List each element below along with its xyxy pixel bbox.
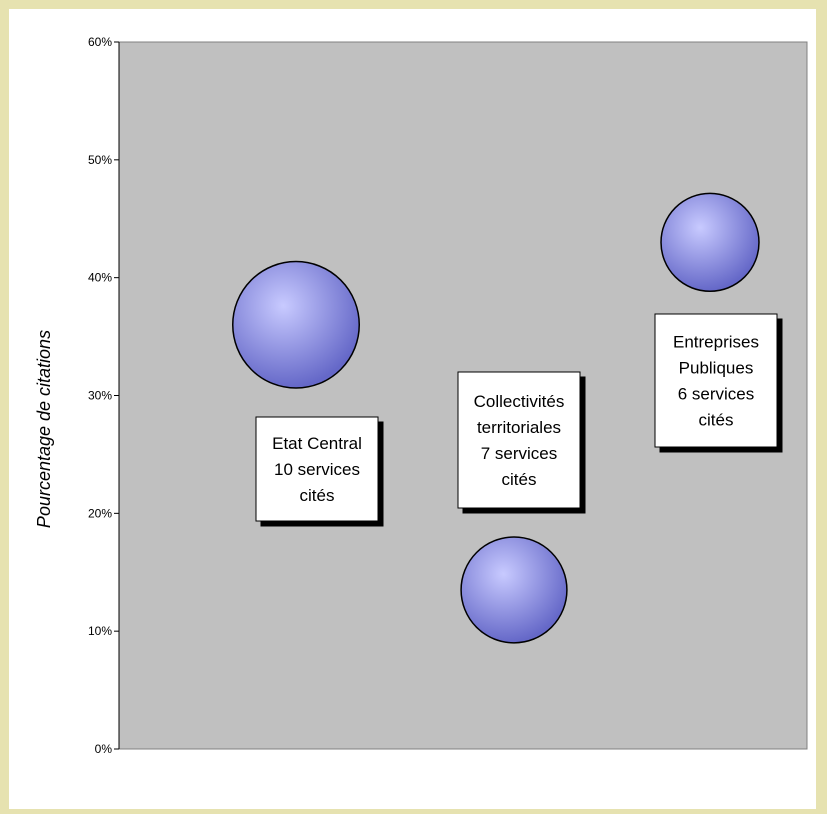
bubble-label-line: Collectivités <box>474 392 565 411</box>
bubble-label-line: 10 services <box>274 460 360 479</box>
bubble-label-line: Etat Central <box>272 434 362 453</box>
bubble-label-line: Entreprises <box>673 333 759 352</box>
bubble-label-line: 6 services <box>678 385 755 404</box>
bubble-label-line: 7 services <box>481 444 558 463</box>
bubble-label-line: Publiques <box>679 359 754 378</box>
bubble-chart: 0% 10% 20% 30% 40% 50% 60% Etat Central 10 serv… <box>34 35 808 756</box>
bubble-label-box <box>654 313 778 448</box>
bubble-label: Collectivités territoriales 7 services cité… <box>457 371 581 509</box>
bubble-label: Etat Central 10 services cités <box>255 416 379 522</box>
y-tick-label: 20% <box>88 506 112 520</box>
y-axis-title: Pourcentage de citations <box>34 330 54 528</box>
y-tick-label: 30% <box>88 389 112 403</box>
bubble-label: Entreprises Publiques 6 services cités <box>654 313 778 448</box>
bubble <box>232 260 360 389</box>
bubble <box>460 536 568 644</box>
y-tick-label: 50% <box>88 153 112 167</box>
bubble-label-line: cités <box>502 470 537 489</box>
bubble-label-box <box>255 416 379 522</box>
bubble-label-line: cités <box>300 486 335 505</box>
y-tick-label: 60% <box>88 35 112 49</box>
bubble-label-box <box>457 371 581 509</box>
bubble-label-line: cités <box>699 411 734 430</box>
y-tick-label: 0% <box>95 742 113 756</box>
bubble <box>660 192 760 293</box>
y-axis-ticks: 0% 10% 20% 30% 40% 50% 60% <box>88 35 119 756</box>
bubbles <box>232 192 760 644</box>
y-tick-label: 40% <box>88 271 112 285</box>
y-tick-label: 10% <box>88 624 112 638</box>
chart-frame: 0% 10% 20% 30% 40% 50% 60% Etat Central 10 serv… <box>9 9 816 809</box>
bubble-label-line: territoriales <box>477 418 561 437</box>
